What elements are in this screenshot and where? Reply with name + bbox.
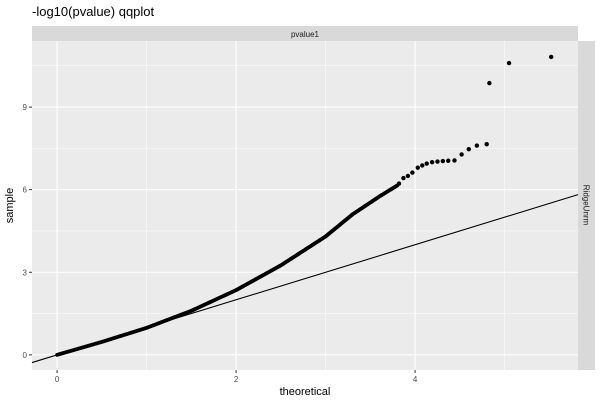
data-points: [55, 54, 554, 357]
data-point-tail: [401, 175, 406, 181]
data-point-tail: [435, 159, 440, 164]
facet-label-top: pvalue1: [291, 30, 320, 39]
x-tick-label: 0: [55, 375, 60, 384]
data-point-tail: [396, 181, 402, 186]
data-point-tail: [415, 165, 420, 170]
data-point-tail: [548, 54, 554, 60]
facet-label-right: RidgeUnrm: [582, 185, 591, 226]
data-point-tail: [506, 60, 512, 66]
data-point-tail: [487, 80, 492, 86]
data-point-tail: [424, 161, 429, 166]
chart-title: -log10(pvalue) qqplot: [32, 4, 155, 19]
y-tick-label: 6: [23, 186, 28, 195]
data-point-tail: [446, 158, 451, 163]
x-tick-label: 2: [234, 375, 239, 384]
data-point-tail: [429, 159, 435, 165]
y-tick-label: 3: [23, 268, 28, 277]
data-point-tail: [410, 170, 415, 175]
grid-lines: [32, 41, 578, 370]
data-point-tail: [474, 143, 480, 148]
data-point-tail: [484, 142, 489, 147]
y-axis-ticks: 0 3 6 9: [23, 103, 32, 360]
data-point-tail: [459, 152, 464, 157]
data-point-tail: [466, 146, 471, 152]
data-point-tail: [452, 158, 457, 163]
x-axis-label: theoretical: [280, 386, 331, 398]
facet-strip-right: [578, 41, 595, 370]
y-axis-label: sample: [4, 188, 16, 223]
y-tick-label: 9: [23, 103, 28, 112]
plot-panel: [32, 41, 578, 370]
x-tick-label: 4: [413, 375, 418, 384]
data-point-tail: [405, 173, 411, 179]
facet-strip-top: [32, 26, 578, 41]
data-point-tail: [420, 163, 425, 168]
y-tick-label: 0: [23, 351, 28, 360]
x-axis-ticks: 0 2 4: [55, 370, 418, 384]
data-point-tail: [440, 158, 446, 164]
